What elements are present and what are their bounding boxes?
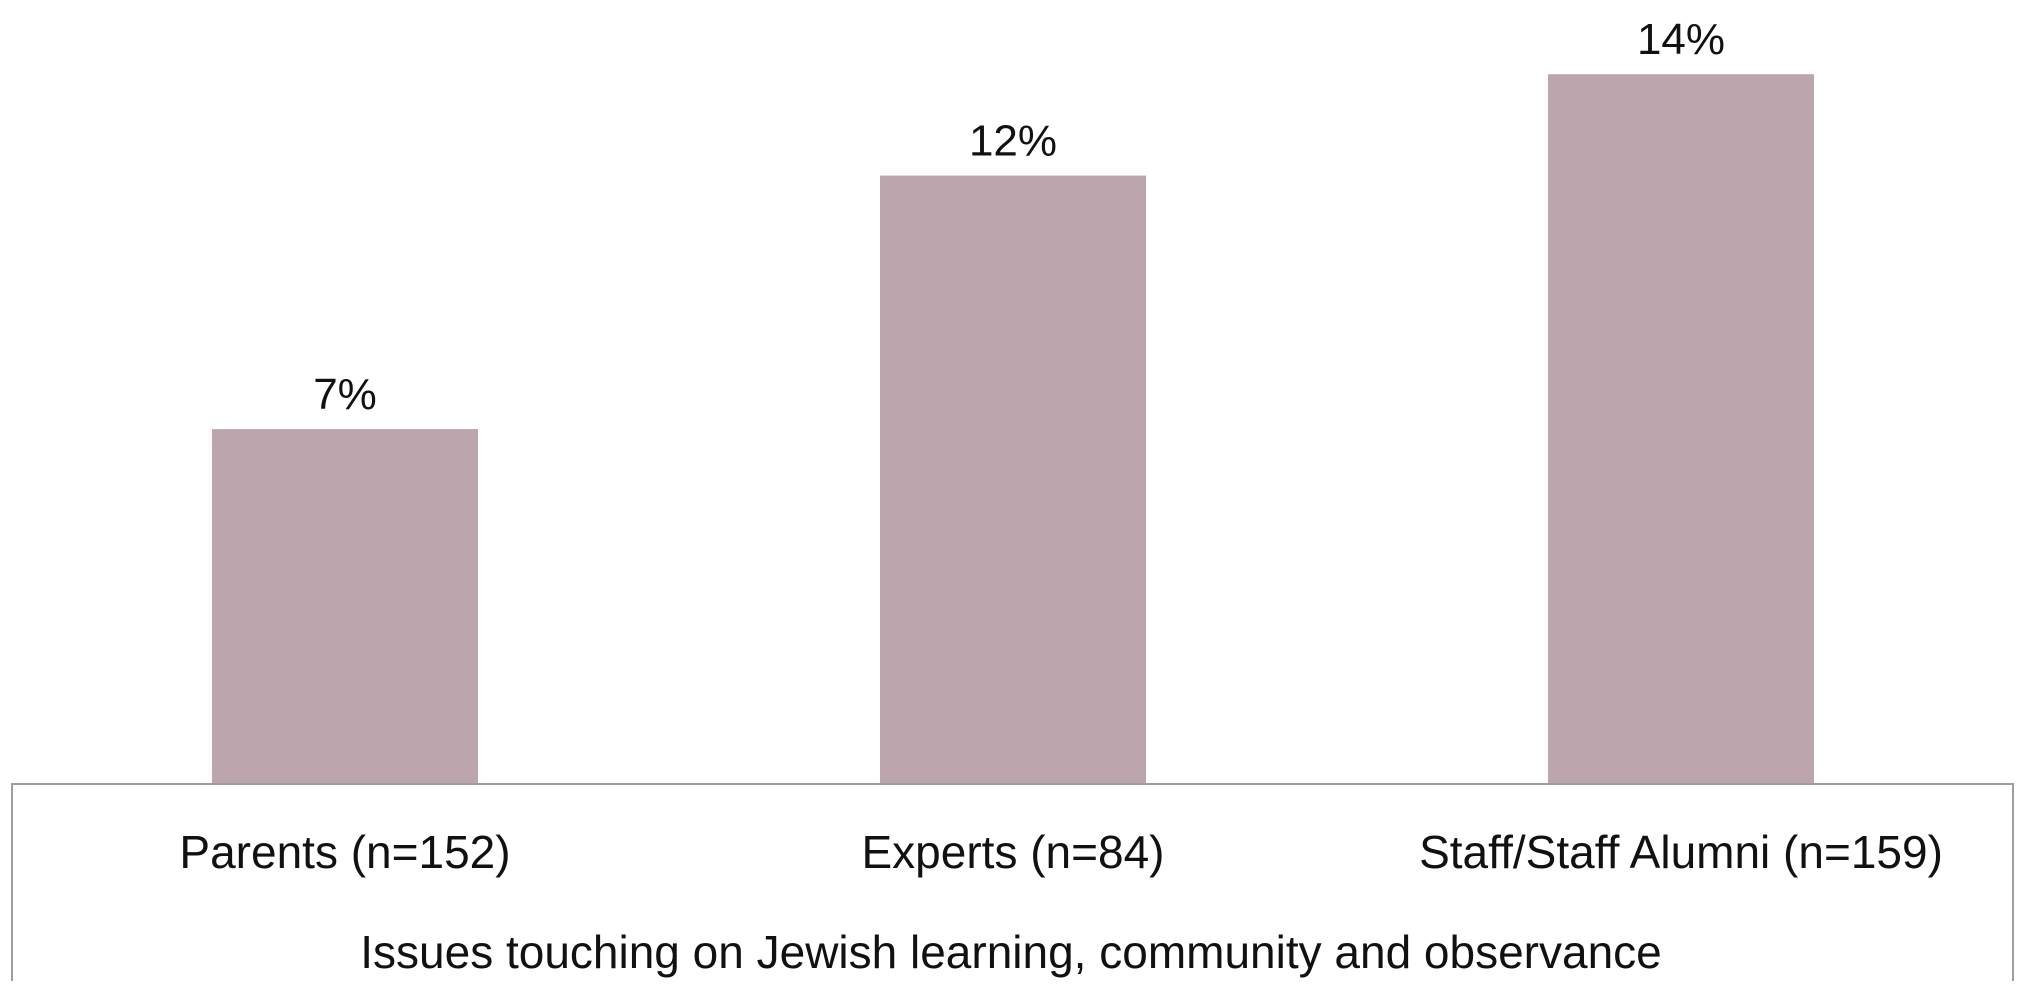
category-label-1: Parents (n=152)	[179, 826, 510, 878]
value-label-1: 7%	[313, 370, 377, 419]
category-label-3: Staff/Staff Alumni (n=159)	[1419, 826, 1943, 878]
category-label-2: Experts (n=84)	[862, 826, 1165, 878]
bar-3	[1548, 74, 1814, 784]
bars-layer	[212, 74, 1814, 785]
value-label-2: 12%	[969, 117, 1057, 166]
value-label-3: 14%	[1637, 15, 1725, 64]
value-labels-layer: 7% 12% 14%	[313, 15, 1725, 419]
bar-2	[880, 175, 1146, 785]
x-axis-title: Issues touching on Jewish learning, comm…	[360, 926, 1662, 978]
category-labels-layer: Parents (n=152) Experts (n=84) Staff/Staff…	[179, 826, 1942, 878]
bar-1	[212, 429, 478, 784]
